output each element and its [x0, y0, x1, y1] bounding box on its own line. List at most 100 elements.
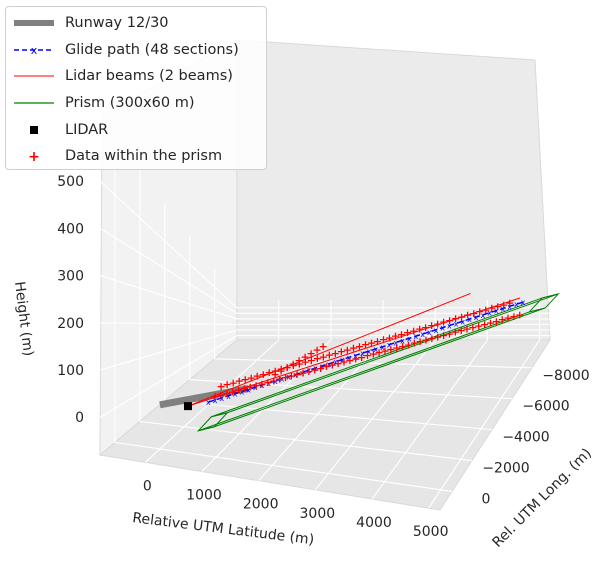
- data-point-lower: +: [380, 345, 389, 358]
- grid-line-z: [99, 322, 550, 325]
- x-tick-label: 2000: [243, 497, 279, 513]
- data-point-lower: +: [451, 326, 460, 339]
- legend-label-lidar-beams: Lidar beams (2 beams): [65, 68, 233, 85]
- data-point-lower: +: [322, 360, 331, 373]
- data-point-lower: +: [328, 359, 337, 372]
- glide-path-marker: x: [427, 328, 432, 337]
- data-point-upper: +: [361, 338, 370, 351]
- lidar-beam-line: [187, 297, 521, 407]
- legend-entry-runway: Runway 12/30: [12, 10, 266, 37]
- glide-path-marker: x: [260, 381, 265, 390]
- glide-path-marker: x: [206, 398, 211, 407]
- data-point-lower: +: [515, 309, 524, 322]
- svg-text:+: +: [28, 149, 40, 163]
- glide-path-line: [208, 301, 524, 403]
- data-point-lower: +: [509, 310, 518, 323]
- x-tick-label: 1000: [186, 488, 222, 504]
- data-point-lower: +: [357, 351, 366, 364]
- legend-entry-lidar-beams: Lidar beams (2 beams): [12, 63, 266, 90]
- glide-path-marker: x: [219, 394, 224, 403]
- data-point-lower: +: [462, 323, 471, 336]
- data-point-lower: +: [345, 354, 354, 367]
- grid-lines: [99, 135, 550, 509]
- data-point-lower: +: [486, 316, 495, 329]
- data-point-upper: +: [217, 380, 226, 393]
- glide-path-marker: x: [300, 368, 305, 377]
- data-point-lower: +: [427, 332, 436, 345]
- glide-path-marker: x: [266, 379, 271, 388]
- glide-path-marker: x: [320, 362, 325, 371]
- y-tick-label: −8000: [542, 368, 589, 384]
- data-point-lower: +: [234, 384, 243, 397]
- data-point-lower: +: [404, 338, 413, 351]
- data-point-upper: +: [349, 342, 358, 355]
- data-point-upper: +: [505, 297, 514, 310]
- data-point-stray: +: [307, 347, 316, 360]
- lidar-marker: [183, 402, 192, 411]
- data-point-lower: +: [392, 341, 401, 354]
- data-point-stray: +: [283, 361, 292, 374]
- legend-label-data-prism: Data within the prism: [65, 148, 223, 165]
- data-point-lower: +: [298, 366, 307, 379]
- glide-path-marker: x: [467, 315, 472, 324]
- data-point-stray: +: [271, 368, 280, 381]
- glide-path-marker: x: [226, 392, 231, 401]
- data-point-upper: +: [403, 326, 412, 339]
- data-point-stray: +: [313, 343, 322, 356]
- data-point-upper: +: [487, 302, 496, 315]
- z-tick-label: 100: [57, 363, 84, 379]
- data-point-lower: +: [334, 357, 343, 370]
- data-point-upper: +: [373, 335, 382, 348]
- data-point-upper: +: [277, 363, 286, 376]
- data-point-upper: +: [235, 375, 244, 388]
- data-point-stray: +: [277, 364, 286, 377]
- legend-entry-lidar: LIDAR: [12, 116, 266, 143]
- z-tick-label: 400: [57, 221, 84, 237]
- data-point-upper: +: [481, 303, 490, 316]
- glide-path-marker: x: [387, 341, 392, 350]
- glide-path-marker: x: [246, 385, 251, 394]
- data-point-lower: +: [304, 365, 313, 378]
- data-point-stray: +: [301, 350, 310, 363]
- data-point-lower: +: [445, 327, 454, 340]
- grid-line-z: [99, 329, 550, 371]
- glide-path-marker: x: [293, 370, 298, 379]
- data-point-upper: +: [229, 376, 238, 389]
- data-point-upper: +: [223, 378, 232, 391]
- glide-path-marker: x: [286, 373, 291, 382]
- x-tick-label: 0: [143, 478, 152, 494]
- glide-path-marker: x: [454, 319, 459, 328]
- glide-path-marker: x: [393, 339, 398, 348]
- grid-line-z: [99, 335, 550, 418]
- data-point-lower: +: [269, 374, 278, 387]
- glide-path-marker: x: [474, 313, 479, 322]
- data-point-upper: +: [265, 366, 274, 379]
- legend-label-lidar: LIDAR: [65, 121, 109, 138]
- legend-label-runway: Runway 12/30: [65, 15, 169, 32]
- data-point-upper: +: [451, 312, 460, 325]
- data-point-lower: +: [263, 376, 272, 389]
- glide-path-marker: x: [447, 322, 452, 331]
- data-point-stray: +: [295, 354, 304, 367]
- lidar-beams-swatch-icon: [14, 75, 54, 77]
- data-point-upper: +: [469, 307, 478, 320]
- data-point-upper: +: [421, 321, 430, 334]
- glide-path-marker: x: [373, 345, 378, 354]
- y-tick-label: 0: [482, 491, 491, 507]
- glide-path-marker: x: [306, 366, 311, 375]
- data-point-lower: +: [416, 335, 425, 348]
- glide-path-marker: x: [313, 364, 318, 373]
- data-point-upper: +: [493, 300, 502, 313]
- data-point-lower: +: [433, 330, 442, 343]
- data-point-lower: +: [240, 382, 249, 395]
- data-point-upper: +: [319, 350, 328, 363]
- data-point-upper: +: [367, 337, 376, 350]
- data-point-lower: +: [351, 352, 360, 365]
- data-point-upper: +: [331, 347, 340, 360]
- data-point-upper: +: [343, 343, 352, 356]
- grid-line-z: [99, 275, 550, 320]
- glide-path-marker: x: [494, 307, 499, 316]
- tick-labels: 0100020003000400050000−2000−4000−6000−80…: [57, 174, 589, 540]
